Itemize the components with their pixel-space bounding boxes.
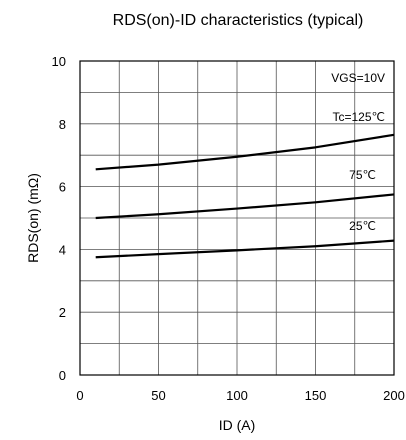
- series-label-75c: 75℃: [349, 168, 376, 182]
- x-tick-label: 0: [76, 388, 83, 403]
- y-axis-label: RDS(on) (mΩ): [25, 173, 41, 263]
- series-line-1: [95, 193, 395, 220]
- x-tick-label: 200: [383, 388, 405, 403]
- y-tick-label: 6: [59, 180, 66, 195]
- condition-label: VGS=10V: [331, 71, 385, 85]
- series-label-25c: 25℃: [349, 219, 376, 233]
- y-tick-label: 0: [59, 368, 66, 383]
- series-line-2: [95, 239, 395, 259]
- y-tick-label: 2: [59, 305, 66, 320]
- plot-frame: [79, 60, 395, 376]
- axis-ticks: 0 50 100 150 200 0 2 4 6 8 10: [52, 54, 405, 403]
- y-tick-label: 10: [52, 54, 66, 69]
- x-tick-label: 50: [151, 388, 165, 403]
- x-axis-label: ID (A): [219, 417, 256, 433]
- series-line-0: [95, 133, 395, 171]
- series-lines: [95, 133, 395, 259]
- x-tick-label: 150: [305, 388, 327, 403]
- series-label-tc125: Tc=125℃: [332, 110, 385, 124]
- y-tick-label: 4: [59, 242, 66, 257]
- grid: [80, 61, 394, 375]
- x-tick-label: 100: [226, 388, 248, 403]
- chart-title: RDS(on)-ID characteristics (typical): [113, 12, 364, 29]
- y-tick-label: 8: [59, 117, 66, 132]
